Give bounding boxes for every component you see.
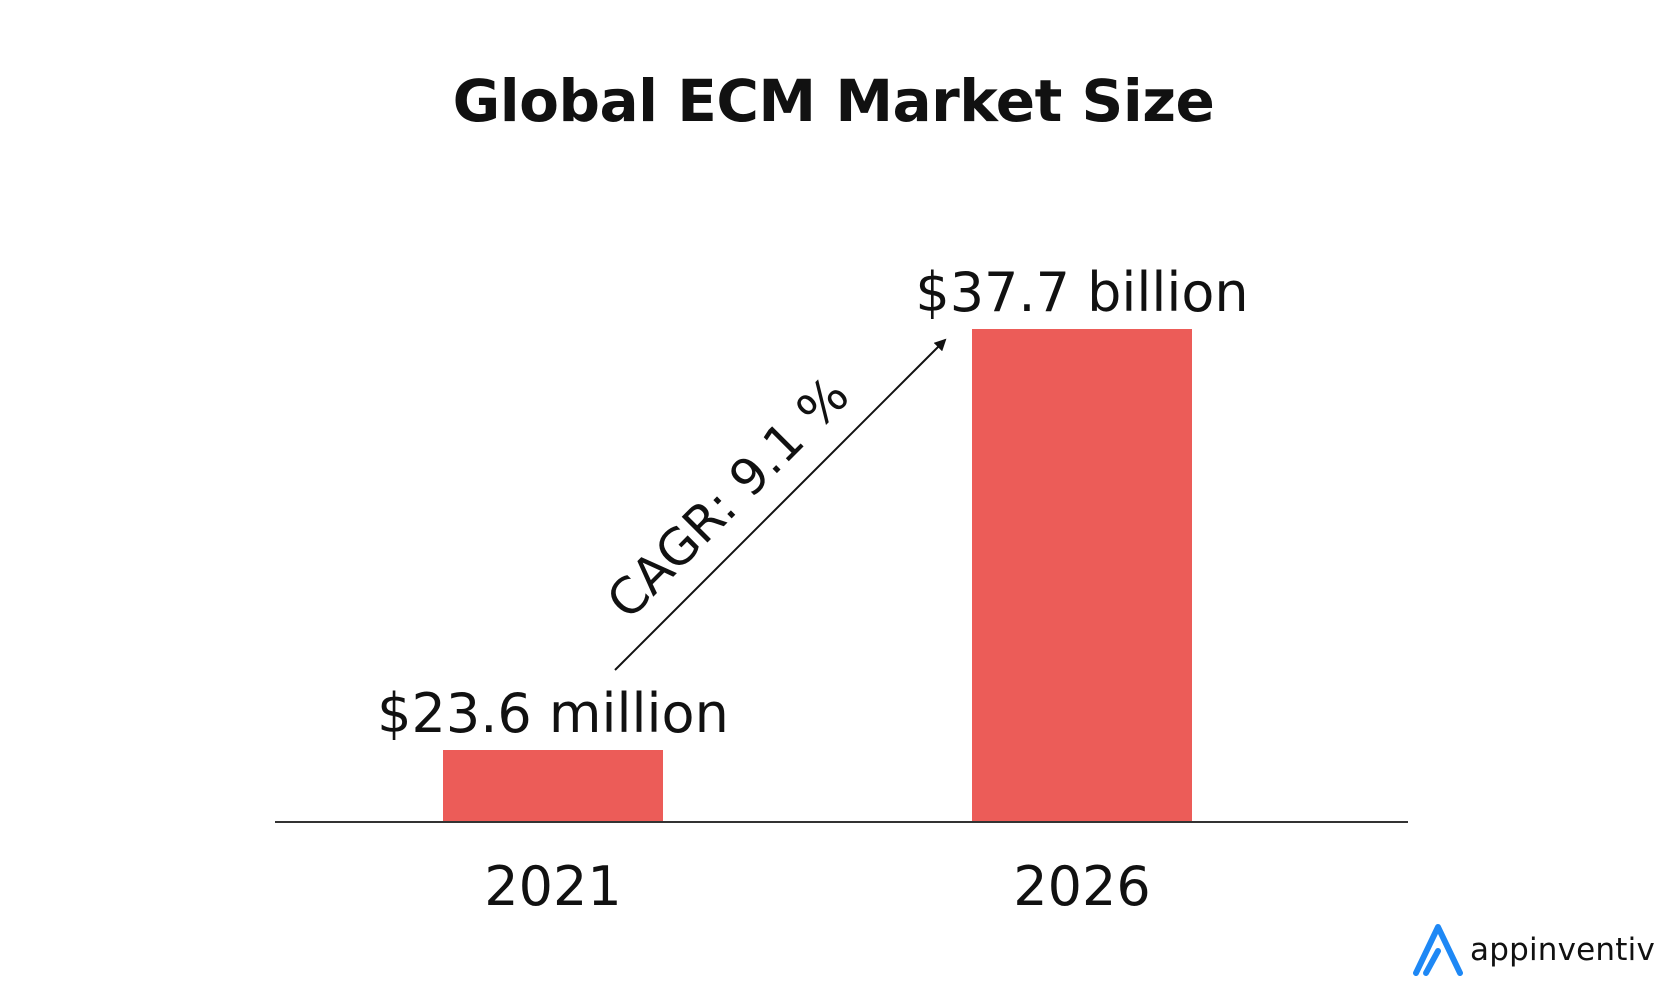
data-label-2026: $37.7 billion (915, 261, 1248, 324)
x-tick-label-2021: 2021 (484, 855, 621, 918)
bar-2026 (972, 329, 1192, 822)
chart-title: Global ECM Market Size (452, 67, 1215, 135)
cagr-arrow (614, 338, 947, 671)
data-label-2021: $23.6 million (377, 682, 729, 745)
cagr-annotation: CAGR: 9.1 % (596, 366, 860, 630)
brand-logo: appinventiv (1412, 920, 1655, 980)
brand-name: appinventiv (1470, 932, 1655, 968)
x-tick-label-2026: 2026 (1013, 855, 1150, 918)
bar-2021 (443, 750, 663, 822)
appinventiv-logo-icon (1413, 924, 1463, 976)
